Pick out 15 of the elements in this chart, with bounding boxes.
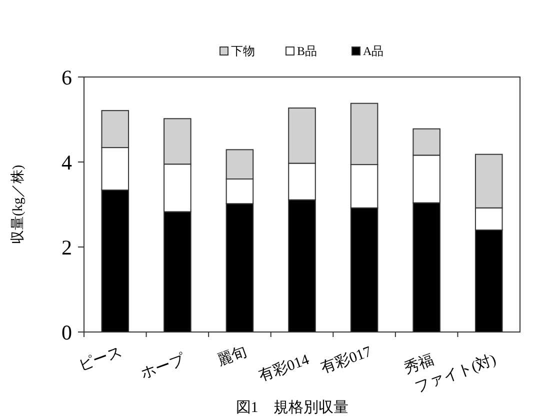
y-axis-title: 収量(kg／株) <box>10 164 26 244</box>
x-tick-label: 有彩014 <box>256 350 312 385</box>
y-tick-label: 6 <box>62 65 72 90</box>
legend-label: B品 <box>297 44 318 58</box>
x-tick-label: 秀福 <box>402 351 436 378</box>
text: 図1 規格別収量 <box>236 399 348 416</box>
legend-label: 下物 <box>231 44 255 58</box>
x-tick-label: ピース <box>76 344 125 374</box>
y-tick-label: 2 <box>62 235 72 260</box>
legend-label: A品 <box>363 44 384 58</box>
x-tick-label: ホープ <box>138 350 188 382</box>
x-tick-label: 麗旬 <box>215 343 250 370</box>
y-tick-label: 0 <box>62 320 72 344</box>
y-tick-label: 4 <box>62 150 72 174</box>
x-tick-label: 有彩017 <box>318 342 374 377</box>
